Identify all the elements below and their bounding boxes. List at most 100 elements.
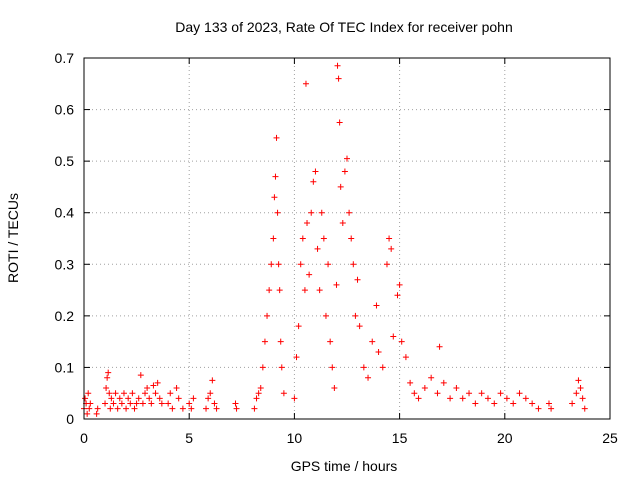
- data-point: [107, 405, 114, 412]
- data-point: [466, 390, 473, 397]
- data-point: [569, 400, 576, 407]
- data-point: [137, 372, 144, 379]
- x-tick-label: 5: [185, 430, 193, 446]
- data-point: [82, 395, 89, 402]
- y-tick-label: 0.7: [55, 50, 75, 66]
- data-point: [310, 178, 317, 185]
- data-point: [308, 209, 315, 216]
- data-point: [203, 405, 210, 412]
- data-point: [459, 395, 466, 402]
- data-point: [118, 400, 125, 407]
- data-point: [253, 395, 260, 402]
- data-point: [114, 405, 121, 412]
- data-point: [209, 377, 216, 384]
- data-point: [148, 400, 155, 407]
- data-point: [453, 385, 460, 392]
- data-point: [402, 354, 409, 361]
- data-point: [327, 338, 334, 345]
- data-point: [271, 194, 278, 201]
- data-point: [274, 209, 281, 216]
- data-point: [110, 400, 117, 407]
- data-point: [579, 395, 586, 402]
- data-point: [320, 235, 327, 242]
- y-tick-label: 0: [66, 411, 74, 427]
- data-point: [575, 377, 582, 384]
- data-point: [394, 292, 401, 299]
- data-point: [411, 390, 418, 397]
- y-tick-label: 0.1: [55, 359, 75, 375]
- data-point: [314, 245, 321, 252]
- data-point: [259, 364, 266, 371]
- y-tick-label: 0.5: [55, 153, 75, 169]
- data-point: [173, 385, 180, 392]
- data-point: [251, 405, 258, 412]
- data-point: [365, 374, 372, 381]
- y-tick-label: 0.6: [55, 102, 75, 118]
- data-point: [272, 173, 279, 180]
- data-point: [276, 287, 283, 294]
- data-point: [350, 261, 357, 268]
- data-point: [440, 379, 447, 386]
- data-point: [335, 75, 342, 82]
- x-tick-label: 0: [80, 430, 88, 446]
- data-point: [211, 400, 218, 407]
- data-point: [339, 220, 346, 227]
- data-point: [127, 400, 134, 407]
- data-point: [334, 62, 341, 69]
- data-point: [165, 400, 172, 407]
- data-point: [447, 395, 454, 402]
- data-point: [152, 390, 159, 397]
- data-point: [277, 338, 284, 345]
- data-point: [86, 405, 93, 412]
- data-point: [93, 410, 100, 417]
- data-point: [573, 390, 580, 397]
- data-point: [379, 364, 386, 371]
- data-point: [125, 395, 132, 402]
- data-point: [383, 261, 390, 268]
- data-point: [369, 338, 376, 345]
- data-point: [144, 385, 151, 392]
- data-point: [297, 261, 304, 268]
- plot-frame: [83, 57, 611, 420]
- data-point: [516, 390, 523, 397]
- data-point: [312, 168, 319, 175]
- data-point: [139, 400, 146, 407]
- data-point: [106, 390, 113, 397]
- data-point: [85, 390, 92, 397]
- data-point: [273, 134, 280, 141]
- data-point: [102, 400, 109, 407]
- data-point: [131, 405, 138, 412]
- y-tick-label: 0.3: [55, 256, 75, 272]
- data-point: [535, 405, 542, 412]
- data-point: [264, 312, 271, 319]
- data-point: [169, 405, 176, 412]
- data-point: [388, 245, 395, 252]
- x-tick-label: 20: [497, 430, 513, 446]
- data-point: [398, 338, 405, 345]
- data-point: [348, 235, 355, 242]
- data-point: [352, 312, 359, 319]
- data-point: [142, 390, 149, 397]
- data-point: [112, 390, 119, 397]
- data-point: [275, 261, 282, 268]
- data-point: [497, 390, 504, 397]
- data-point: [175, 395, 182, 402]
- data-point: [337, 183, 344, 190]
- data-point: [150, 382, 157, 389]
- data-point: [301, 287, 308, 294]
- data-point: [120, 390, 127, 397]
- data-point: [291, 395, 298, 402]
- data-point: [278, 364, 285, 371]
- data-point: [257, 385, 264, 392]
- data-point: [436, 343, 443, 350]
- data-point: [190, 395, 197, 402]
- data-point: [104, 374, 111, 381]
- data-point: [375, 348, 382, 355]
- data-point: [503, 395, 510, 402]
- y-tick-label: 0.4: [55, 205, 75, 221]
- data-point: [299, 235, 306, 242]
- data-point: [577, 385, 584, 392]
- data-point: [179, 405, 186, 412]
- data-point: [545, 400, 552, 407]
- data-point: [156, 395, 163, 402]
